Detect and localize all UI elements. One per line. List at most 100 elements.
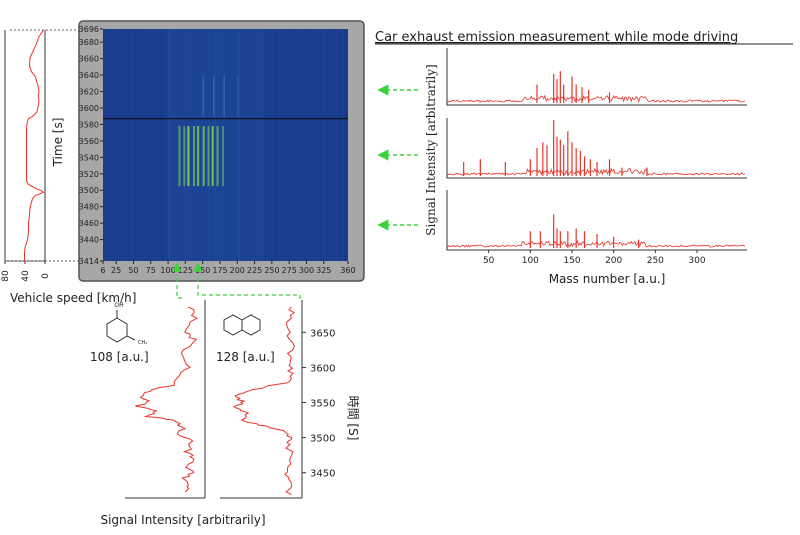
heatmap-column (113, 29, 114, 261)
timeprofile-108: OH CH₃ 108 [a.u.] (90, 300, 205, 498)
heatmap-column (132, 29, 133, 261)
molecule-108-ch3: CH₃ (138, 340, 147, 346)
timeprofile-128-line (234, 307, 295, 495)
heatmap-column (210, 29, 211, 261)
heatmap-column (301, 29, 302, 261)
heatmap-column (263, 29, 264, 261)
heatmap-column (142, 29, 143, 261)
heatmap-ytick-label: 3414 (79, 257, 99, 266)
heatmap-upper (203, 75, 205, 116)
spectra-xlabel: Mass number [a.u.] (549, 272, 666, 286)
heatmap-column (286, 29, 287, 261)
heatmap-column (303, 29, 304, 261)
heatmap-column (175, 29, 176, 261)
spectrum-baseline (447, 168, 745, 176)
heatmap-column (246, 29, 247, 261)
heatmap-ytick-label: 3480 (79, 203, 99, 212)
heatmap-xtick-label: 75 (146, 266, 156, 275)
timeprofile-108-line (135, 307, 197, 492)
heatmap-column (268, 29, 269, 261)
spectra-ylabel: Signal Intensity [arbitrarily] (424, 64, 438, 236)
spectrum-panel (447, 48, 747, 105)
heatmap-column (166, 29, 167, 261)
heatmap-column (293, 29, 294, 261)
heatmap-column (251, 29, 252, 261)
heatmap-column (326, 29, 327, 261)
heatmap-column (317, 29, 318, 261)
heatmap-burst (178, 126, 180, 186)
spectra-x-ticks: 50 100 150 200 250 300 (483, 250, 706, 266)
heatmap-column (128, 29, 129, 261)
heatmap-column (125, 29, 126, 261)
spectra-panels (447, 48, 747, 250)
timeprofile-y-ticks: 3650 3600 3550 3500 3450 (302, 328, 335, 479)
heatmap-column (111, 29, 112, 261)
heatmap-column (305, 29, 306, 261)
timeprofile-128-label: 128 [a.u.] (216, 350, 275, 364)
spectrum-panel (447, 190, 747, 250)
heatmap-column (120, 29, 121, 261)
heatmap-column (123, 29, 124, 261)
heatmap-column (334, 29, 335, 261)
heatmap-xtick-label: 25 (111, 266, 121, 275)
heatmap-xtick-label: 250 (264, 266, 279, 275)
heatmap-column (147, 29, 148, 261)
heatmap-ytick-label: 3620 (79, 88, 99, 97)
heatmap-column (267, 29, 268, 261)
heatmap-xtick-label: 50 (128, 266, 138, 275)
heatmap-column (199, 29, 200, 261)
timeprofile-ytick-label: 3550 (310, 399, 335, 410)
heatmap-column (149, 29, 150, 261)
heatmap-column (261, 29, 262, 261)
molecule-108-icon (107, 310, 135, 342)
heatmap-column (329, 29, 330, 261)
heatmap-ytick-label: 3580 (79, 120, 99, 129)
heatmap-column (308, 29, 309, 261)
heatmap-column (106, 29, 107, 261)
heatmap-column (241, 29, 242, 261)
heatmap-column (182, 29, 183, 261)
heatmap-burst (187, 126, 189, 186)
heatmap-column (146, 29, 147, 261)
heatmap-column (287, 29, 288, 261)
timeprofile-ytick-label: 3650 (310, 328, 335, 339)
heatmap-column (322, 29, 323, 261)
heatmap-burst (212, 126, 214, 186)
heatmap-column (255, 29, 256, 261)
heatmap-xtick-label: 275 (282, 266, 297, 275)
spectrum-xtick-label: 50 (483, 256, 495, 266)
heatmap-column (196, 29, 197, 261)
timeprofile-ylabel: 時間 [S] (346, 396, 360, 441)
heatmap-column (320, 29, 321, 261)
heatmap-column (236, 29, 237, 261)
heatmap-ytick-label: 3660 (79, 55, 99, 64)
speed-tick-label: 40 (21, 270, 31, 282)
heatmap-column (327, 29, 328, 261)
heatmap-ytick-label: 3680 (79, 38, 99, 47)
heatmap-column (201, 29, 202, 261)
heatmap-xtick-label: 225 (247, 266, 262, 275)
heatmap-column (312, 29, 313, 261)
heatmap-column (298, 29, 299, 261)
heatmap-burst (203, 126, 205, 186)
heatmap-ytick-label: 3696 (79, 25, 99, 34)
heatmap-column (133, 29, 134, 261)
heatmap-ytick-label: 3520 (79, 170, 99, 179)
heatmap-column (331, 29, 332, 261)
speed-ticks: 80 40 0 (1, 261, 51, 282)
heatmap-xtick-label: 6 (100, 266, 105, 275)
heatmap-ylabel: Time [s] (51, 118, 65, 168)
heatmap-column (315, 29, 316, 261)
heatmap-column (107, 29, 108, 261)
heatmap-column (206, 29, 207, 261)
heatmap-column (177, 29, 178, 261)
heatmap-column (139, 29, 140, 261)
heatmap-column (270, 29, 271, 261)
heatmap-column (159, 29, 160, 261)
heatmap-upper (237, 75, 239, 116)
timeprofile-ytick-label: 3600 (310, 363, 335, 374)
speed-tick-label: 80 (1, 270, 11, 282)
heatmap-ytick-label: 3460 (79, 219, 99, 228)
heatmap-column (275, 29, 276, 261)
heatmap-column (152, 29, 153, 261)
